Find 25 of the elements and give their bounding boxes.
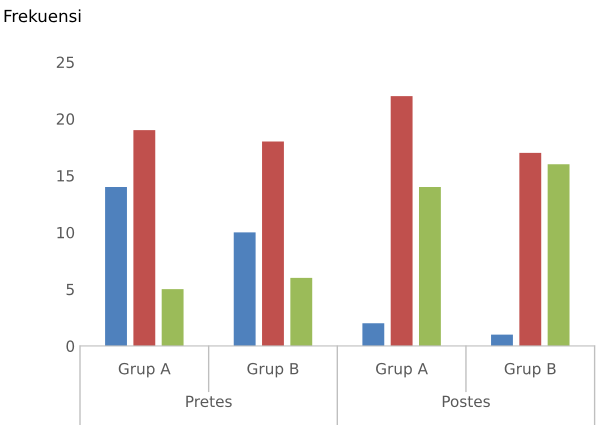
bar [262, 142, 284, 346]
y-tick-label: 0 [66, 340, 74, 352]
bar [234, 232, 256, 346]
text: Postes [442, 396, 490, 408]
bar [105, 186, 127, 346]
x-tick-label: Grup B [247, 362, 298, 378]
bar [290, 278, 312, 346]
text: Pretes [186, 396, 232, 408]
bar [162, 289, 184, 346]
y-axis-title: Frekuensi [4, 9, 80, 22]
bar [519, 152, 542, 346]
y-tick-label: 10 [57, 226, 74, 238]
y-tick-label: 5 [66, 284, 74, 296]
y-tick-label: 25 [56, 56, 74, 68]
bar [362, 323, 384, 346]
y-tick-label: 20 [56, 113, 74, 125]
x-tick-label: Grup B [504, 362, 556, 378]
y-tick-label: 15 [57, 170, 74, 182]
bar [419, 186, 441, 346]
x-tick-label: Grup A [118, 362, 171, 378]
x-tick-label: Grup A [376, 362, 428, 378]
bar [390, 96, 413, 346]
bar [491, 334, 513, 346]
bar [548, 164, 570, 346]
bar [133, 130, 156, 346]
